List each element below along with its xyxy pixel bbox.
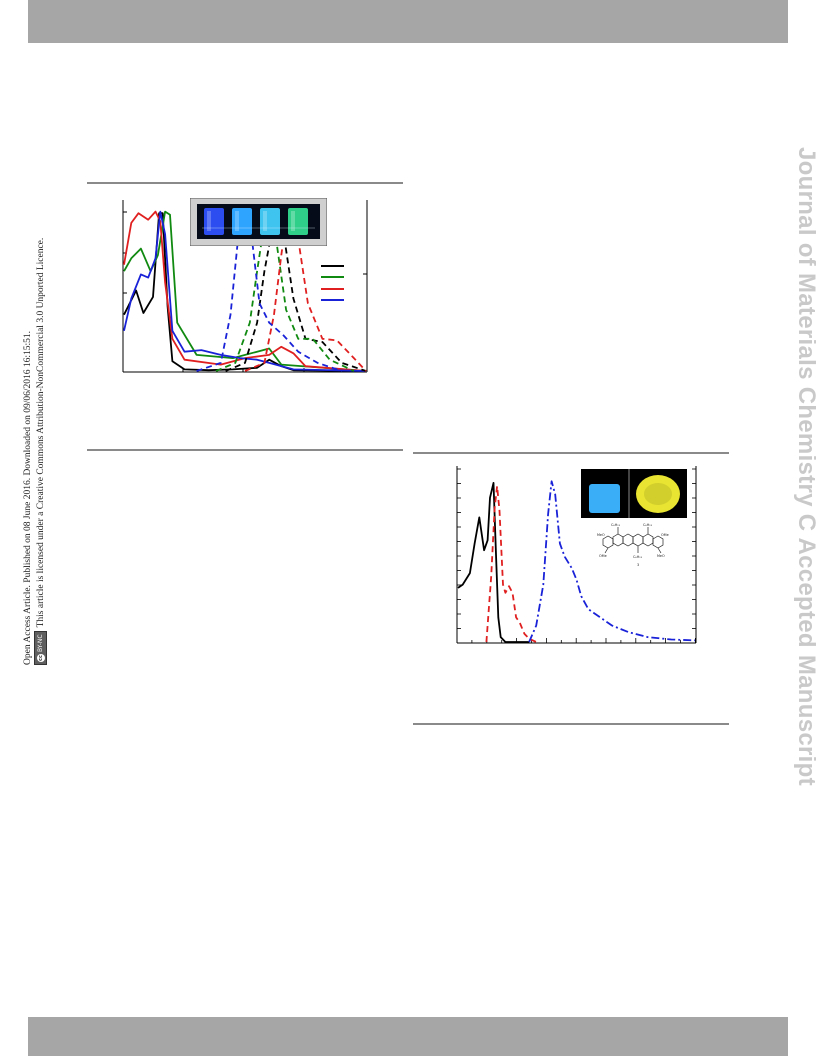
figure1-series-group <box>123 210 367 372</box>
figure1-legend <box>321 265 344 301</box>
figure1-axes <box>122 200 368 373</box>
page-header-bar <box>28 0 788 43</box>
figure1-series-line-solid <box>123 210 367 372</box>
figure2-ticks <box>457 468 696 644</box>
svg-text:OMe: OMe <box>661 533 669 537</box>
svg-text:C₆H₁₃: C₆H₁₃ <box>633 555 643 559</box>
figure2-series-line-dashdot <box>528 480 696 643</box>
blue-emission-photo <box>589 484 620 513</box>
svg-text:MeO: MeO <box>657 554 665 558</box>
svg-text:3: 3 <box>637 563 639 567</box>
figure2-series-line-dashed <box>485 485 537 643</box>
figure1-series-line-solid <box>123 210 367 372</box>
figure1-bottom-rule <box>87 449 403 451</box>
cc-icon: cc <box>36 654 45 662</box>
figure2-inset-panel: C₆H₁₃ C₆H₁₃ MeO OMe OMe MeO C₆H₁₃ 3 <box>581 469 687 567</box>
figure2-top-rule <box>413 452 729 454</box>
figure1-series-line-dashed <box>196 212 343 372</box>
svg-text:C₆H₁₃: C₆H₁₃ <box>611 523 621 527</box>
page-footer-bar <box>28 1017 788 1056</box>
figure1-series-line-dashed <box>244 212 367 372</box>
cc-license-badge[interactable]: cc BY-NC <box>34 631 47 665</box>
license-line-1: Open Access Article. Published on 08 Jun… <box>23 330 33 665</box>
figure1-top-rule <box>87 182 403 184</box>
molecular-structure-drawing <box>602 527 664 554</box>
svg-text:MeO: MeO <box>597 533 605 537</box>
figure1-spectra-chart <box>122 200 368 373</box>
figure2-series-group <box>457 480 696 643</box>
figure2-spectra-chart <box>456 466 697 644</box>
svg-text:C₆H₁₃: C₆H₁₃ <box>643 523 653 527</box>
svg-text:OMe: OMe <box>599 554 607 558</box>
molecular-structure-labels: C₆H₁₃ C₆H₁₃ MeO OMe OMe MeO C₆H₁₃ 3 <box>597 523 669 567</box>
journal-watermark: Journal of Materials Chemistry C Accepte… <box>793 147 816 786</box>
license-line-2: This article is licensed under a Creativ… <box>35 237 46 628</box>
figure2-bottom-rule <box>413 723 729 725</box>
figure1-series-line-solid <box>123 212 367 372</box>
license-notice: Open Access Article. Published on 08 Jun… <box>22 105 47 665</box>
cc-badge-text: BY-NC <box>36 634 44 652</box>
figure2-series-line-solid <box>457 481 530 643</box>
figure1-vials-photo <box>190 198 327 246</box>
